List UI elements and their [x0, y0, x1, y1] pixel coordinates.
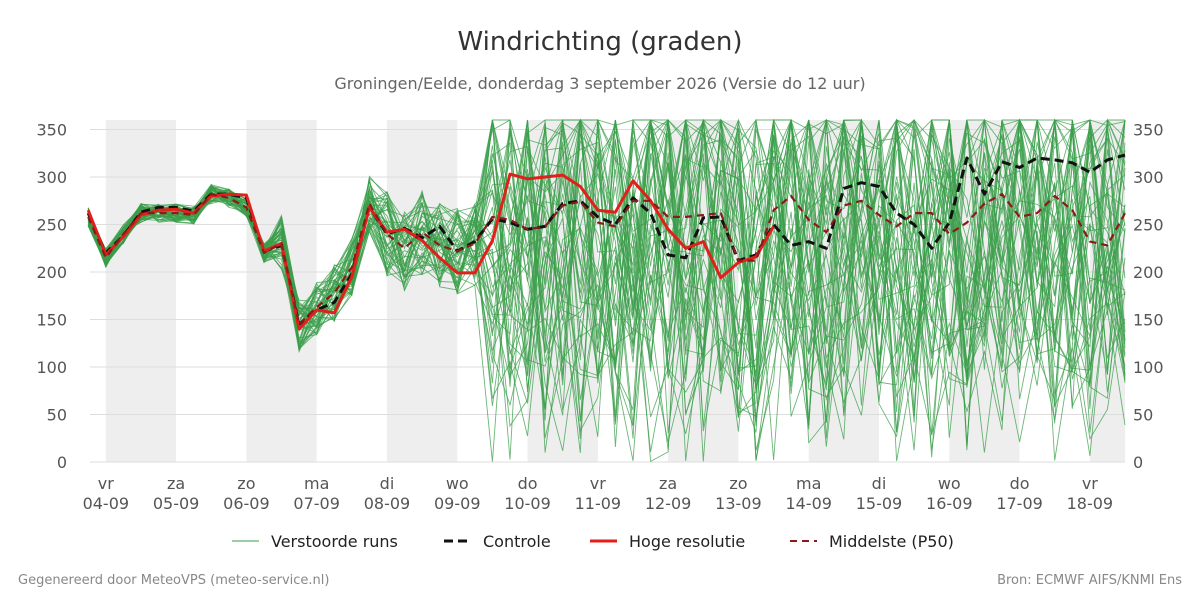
x-tick-day: zo — [729, 474, 747, 493]
x-tick-date: 13-09 — [715, 494, 762, 513]
y-tick-label-left: 100 — [36, 358, 67, 377]
x-tick-day: za — [659, 474, 677, 493]
y-tick-label-left: 0 — [57, 453, 67, 472]
x-tick-date: 05-09 — [153, 494, 200, 513]
y-tick-label-right: 250 — [1133, 216, 1164, 235]
x-tick-day: di — [380, 474, 395, 493]
footer-source: Bron: ECMWF AIFS/KNMI Ens — [997, 573, 1182, 588]
x-tick-date: 14-09 — [785, 494, 832, 513]
legend-label-hires: Hoge resolutie — [629, 532, 745, 551]
y-tick-label-left: 300 — [36, 168, 67, 187]
x-tick-date: 15-09 — [856, 494, 903, 513]
y-tick-label-left: 50 — [47, 406, 67, 425]
x-tick-date: 09-09 — [434, 494, 481, 513]
x-axis: vr04-09za05-09zo06-09ma07-09di08-09wo09-… — [83, 474, 1114, 513]
ensemble-run-line — [87, 119, 1126, 433]
y-tick-label-right: 350 — [1133, 121, 1164, 140]
legend: Verstoorde runs Controle Hoge resolutie … — [232, 532, 954, 551]
y-tick-label-left: 250 — [36, 216, 67, 235]
legend-label-median: Middelste (P50) — [829, 532, 954, 551]
x-tick-date: 07-09 — [293, 494, 340, 513]
y-tick-label-left: 150 — [36, 311, 67, 330]
x-tick-day: vr — [590, 474, 606, 493]
footer-generated-by: Gegenereerd door MeteoVPS (meteo-service… — [18, 573, 329, 588]
x-tick-day: di — [872, 474, 887, 493]
main-series — [86, 153, 1126, 331]
x-tick-day: vr — [1082, 474, 1098, 493]
legend-item-median: Middelste (P50) — [790, 532, 954, 551]
x-tick-day: za — [167, 474, 185, 493]
y-tick-label-right: 200 — [1133, 263, 1164, 282]
y-axis-right: 0 50 100 150 200 250 300 350 — [1133, 121, 1164, 473]
x-tick-day: do — [518, 474, 538, 493]
legend-item-hires: Hoge resolutie — [590, 532, 745, 551]
shaded-band — [386, 120, 458, 462]
y-tick-label-left: 350 — [36, 121, 67, 140]
chart-title: Windrichting (graden) — [457, 27, 742, 57]
x-tick-date: 17-09 — [996, 494, 1043, 513]
hires-line — [86, 172, 775, 331]
y-tick-label-left: 200 — [36, 263, 67, 282]
shaded-band — [246, 120, 317, 462]
legend-label-ensemble: Verstoorde runs — [271, 532, 398, 551]
legend-item-control: Controle — [444, 532, 551, 551]
x-tick-date: 08-09 — [364, 494, 411, 513]
x-tick-day: wo — [938, 474, 961, 493]
x-tick-date: 16-09 — [926, 494, 973, 513]
x-tick-day: do — [1010, 474, 1030, 493]
y-tick-label-right: 50 — [1133, 406, 1153, 425]
x-tick-day: wo — [446, 474, 469, 493]
x-tick-date: 11-09 — [575, 494, 622, 513]
x-tick-day: ma — [304, 474, 329, 493]
x-tick-date: 10-09 — [504, 494, 551, 513]
y-tick-label-right: 0 — [1133, 453, 1143, 472]
x-tick-day: vr — [98, 474, 114, 493]
y-tick-label-right: 300 — [1133, 168, 1164, 187]
x-tick-date: 12-09 — [645, 494, 692, 513]
x-tick-date: 18-09 — [1067, 494, 1114, 513]
x-tick-day: ma — [796, 474, 821, 493]
x-tick-day: zo — [237, 474, 255, 493]
shaded-band — [105, 120, 177, 462]
chart-subtitle: Groningen/Eelde, donderdag 3 september 2… — [334, 74, 865, 93]
legend-label-control: Controle — [483, 532, 551, 551]
y-tick-label-right: 100 — [1133, 358, 1164, 377]
y-tick-label-right: 150 — [1133, 311, 1164, 330]
y-axis-left: 0 50 100 150 200 250 300 350 — [36, 121, 67, 473]
x-tick-date: 04-09 — [83, 494, 130, 513]
legend-item-ensemble: Verstoorde runs — [232, 532, 398, 551]
ensemble-run-line — [87, 118, 1126, 461]
x-tick-date: 06-09 — [223, 494, 270, 513]
